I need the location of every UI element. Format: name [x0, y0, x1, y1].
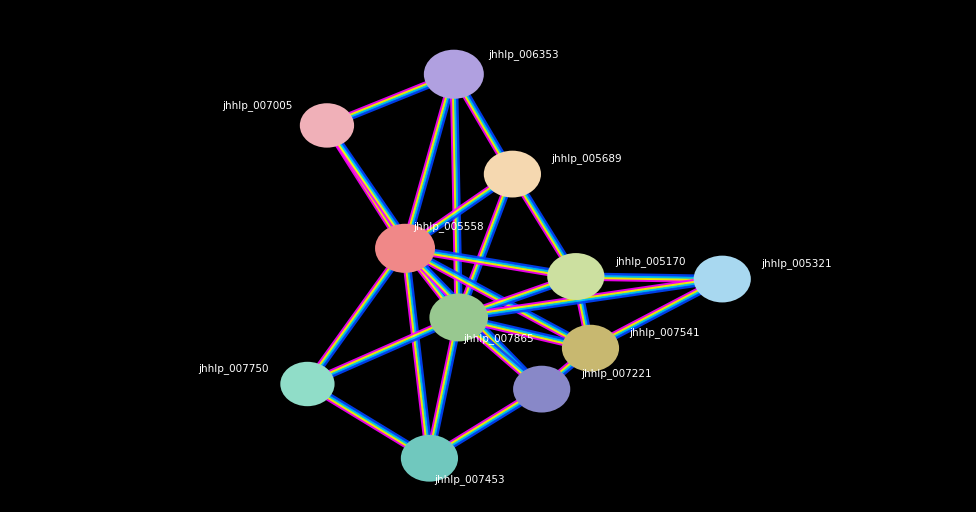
Ellipse shape	[300, 103, 354, 147]
Text: jhhlp_007865: jhhlp_007865	[464, 333, 534, 345]
Ellipse shape	[424, 50, 484, 99]
Text: jhhlp_007005: jhhlp_007005	[223, 100, 293, 112]
Text: jhhlp_005170: jhhlp_005170	[615, 255, 685, 267]
Ellipse shape	[429, 293, 488, 342]
Ellipse shape	[484, 151, 541, 198]
Text: jhhlp_007750: jhhlp_007750	[198, 363, 268, 374]
Ellipse shape	[548, 253, 604, 300]
Ellipse shape	[562, 325, 619, 372]
Text: jhhlp_007453: jhhlp_007453	[434, 474, 505, 485]
Text: jhhlp_005321: jhhlp_005321	[761, 258, 832, 269]
Ellipse shape	[280, 362, 335, 406]
Text: jhhlp_006353: jhhlp_006353	[488, 49, 558, 60]
Text: jhhlp_007221: jhhlp_007221	[581, 368, 651, 379]
Ellipse shape	[694, 255, 751, 303]
Text: jhhlp_005689: jhhlp_005689	[551, 153, 622, 164]
Text: jhhlp_005558: jhhlp_005558	[413, 221, 483, 232]
Ellipse shape	[401, 435, 458, 482]
Ellipse shape	[375, 224, 435, 273]
Ellipse shape	[513, 366, 570, 413]
Text: jhhlp_007541: jhhlp_007541	[630, 327, 700, 338]
